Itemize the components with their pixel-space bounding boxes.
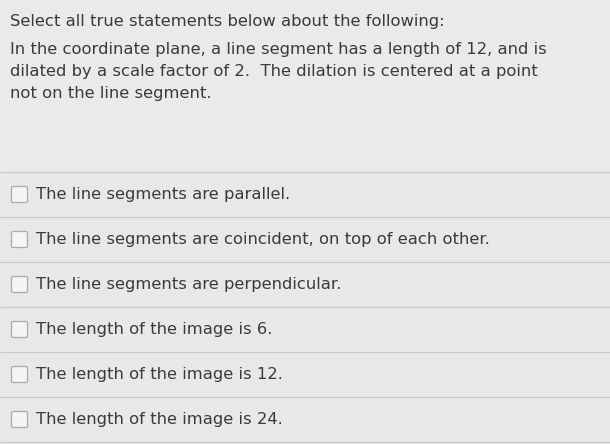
Bar — [0, 397, 610, 442]
FancyBboxPatch shape — [12, 231, 27, 247]
Bar — [0, 172, 610, 217]
Text: The length of the image is 12.: The length of the image is 12. — [36, 367, 283, 382]
FancyBboxPatch shape — [12, 321, 27, 337]
Text: The line segments are perpendicular.: The line segments are perpendicular. — [36, 277, 342, 292]
Text: The length of the image is 24.: The length of the image is 24. — [36, 412, 283, 427]
FancyBboxPatch shape — [12, 277, 27, 293]
Text: In the coordinate plane, a line segment has a length of 12, and is
dilated by a : In the coordinate plane, a line segment … — [10, 42, 547, 101]
FancyBboxPatch shape — [12, 412, 27, 428]
FancyBboxPatch shape — [12, 186, 27, 202]
Text: Select all true statements below about the following:: Select all true statements below about t… — [10, 14, 445, 29]
Text: The line segments are coincident, on top of each other.: The line segments are coincident, on top… — [36, 232, 490, 247]
Bar — [0, 217, 610, 262]
FancyBboxPatch shape — [12, 366, 27, 382]
Bar — [0, 262, 610, 307]
Bar — [0, 307, 610, 352]
Text: The line segments are parallel.: The line segments are parallel. — [36, 187, 290, 202]
Bar — [0, 352, 610, 397]
Text: The length of the image is 6.: The length of the image is 6. — [36, 322, 273, 337]
